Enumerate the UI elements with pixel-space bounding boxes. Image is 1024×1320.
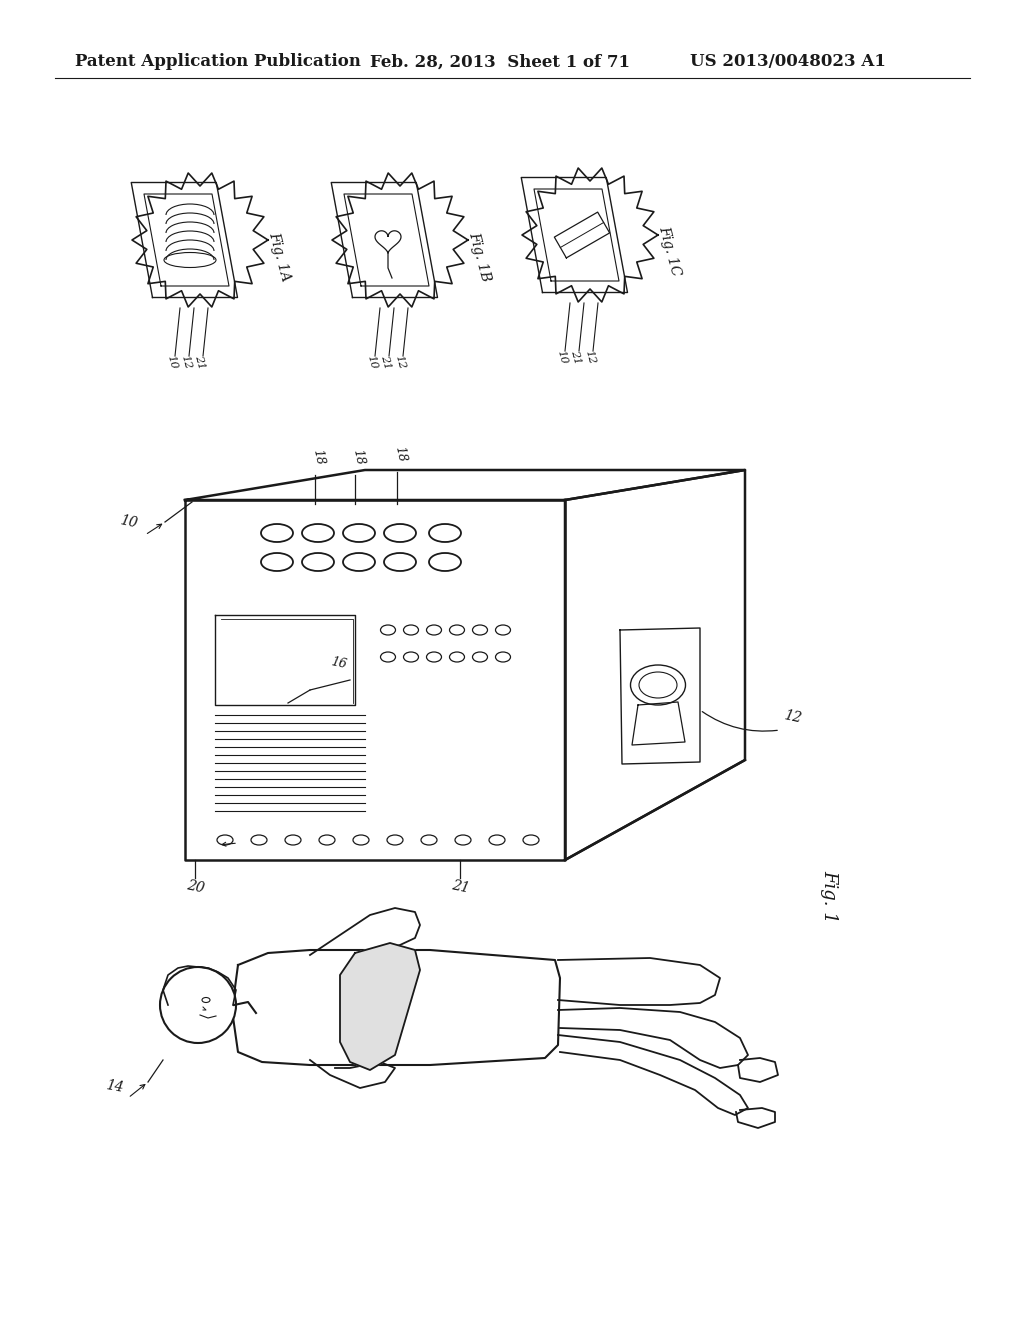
Text: Patent Application Publication: Patent Application Publication	[75, 54, 360, 70]
Ellipse shape	[429, 524, 461, 543]
Ellipse shape	[261, 524, 293, 543]
Text: 16: 16	[330, 655, 348, 671]
Text: 21: 21	[569, 348, 583, 366]
Text: 12: 12	[179, 354, 193, 370]
Text: 20: 20	[185, 879, 205, 896]
Text: 12: 12	[782, 709, 802, 726]
Text: 12: 12	[584, 348, 597, 366]
Polygon shape	[558, 1008, 748, 1068]
Text: Fig. 1B: Fig. 1B	[466, 230, 493, 282]
Ellipse shape	[302, 553, 334, 572]
Text: 18: 18	[310, 447, 326, 466]
Ellipse shape	[343, 524, 375, 543]
Text: Fig. 1A: Fig. 1A	[266, 231, 293, 282]
Polygon shape	[738, 1059, 778, 1082]
Polygon shape	[558, 958, 720, 1005]
Text: Feb. 28, 2013  Sheet 1 of 71: Feb. 28, 2013 Sheet 1 of 71	[370, 54, 630, 70]
Text: 10: 10	[555, 348, 568, 366]
Text: 10: 10	[165, 354, 178, 370]
Polygon shape	[232, 950, 560, 1065]
Ellipse shape	[429, 553, 461, 572]
Text: 21: 21	[450, 879, 470, 896]
Text: US 2013/0048023 A1: US 2013/0048023 A1	[690, 54, 886, 70]
Polygon shape	[558, 1035, 748, 1115]
Ellipse shape	[302, 524, 334, 543]
Text: 18: 18	[392, 445, 408, 463]
Polygon shape	[340, 942, 420, 1071]
Text: 12: 12	[393, 354, 407, 370]
Ellipse shape	[384, 524, 416, 543]
Text: 21: 21	[379, 354, 392, 370]
Ellipse shape	[384, 553, 416, 572]
Ellipse shape	[343, 553, 375, 572]
Text: 10: 10	[366, 354, 379, 370]
Text: Fig. 1: Fig. 1	[820, 870, 838, 923]
Text: 18: 18	[350, 447, 366, 466]
Polygon shape	[310, 1060, 395, 1088]
Ellipse shape	[631, 665, 685, 705]
Text: 21: 21	[194, 354, 207, 370]
Polygon shape	[310, 908, 420, 954]
Text: 14: 14	[105, 1078, 125, 1096]
Text: Fig. 1C: Fig. 1C	[656, 224, 683, 279]
Text: 10: 10	[118, 513, 138, 531]
Ellipse shape	[261, 553, 293, 572]
Circle shape	[160, 968, 236, 1043]
Polygon shape	[736, 1107, 775, 1129]
